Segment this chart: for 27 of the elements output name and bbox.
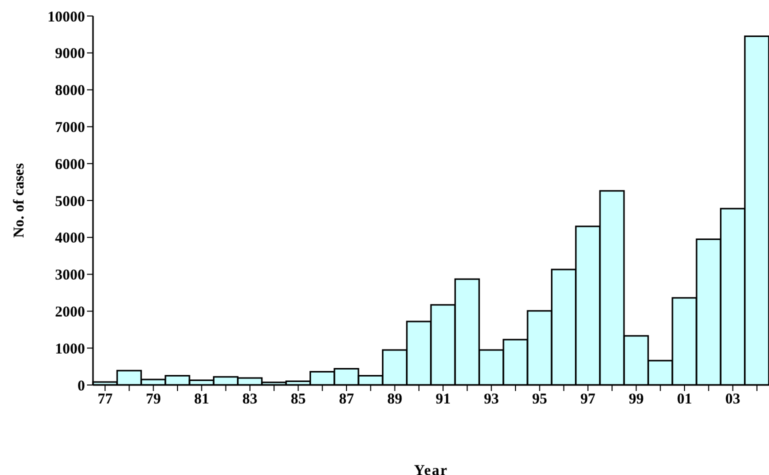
- x-tick-label: 87: [339, 392, 354, 408]
- x-tick-label: 97: [580, 392, 596, 408]
- y-tick-label: 3000: [55, 268, 85, 284]
- x-tick-label: 99: [628, 392, 644, 408]
- y-tick-label: 8000: [55, 83, 85, 100]
- x-tick-label: 91: [436, 392, 451, 408]
- y-tick-label: 9000: [55, 46, 85, 62]
- y-axis-title: No. of cases: [11, 163, 28, 238]
- x-tick-label: 81: [194, 392, 210, 408]
- x-tick-label: 01: [677, 392, 692, 408]
- x-tick-label: 85: [290, 392, 306, 408]
- y-tick-label: 1000: [55, 341, 85, 358]
- x-tick-label: 79: [146, 392, 161, 408]
- x-tick-label: 03: [725, 392, 740, 408]
- x-tick-label: 93: [484, 392, 499, 408]
- x-tick-label: 77: [98, 392, 114, 408]
- x-axis-title: Year: [414, 463, 448, 475]
- y-tick-label: 2000: [55, 304, 85, 321]
- x-tick-label: 83: [242, 392, 258, 408]
- y-tick-label: 0: [78, 378, 85, 394]
- y-tick-label: 6000: [55, 156, 85, 173]
- y-tick-label: 10000: [48, 9, 85, 26]
- x-tick-label: 95: [532, 392, 548, 408]
- x-tick-label: 89: [387, 392, 402, 408]
- y-tick-label: 4000: [55, 230, 85, 247]
- y-tick-label: 7000: [55, 120, 85, 136]
- y-tick-label: 5000: [55, 194, 85, 210]
